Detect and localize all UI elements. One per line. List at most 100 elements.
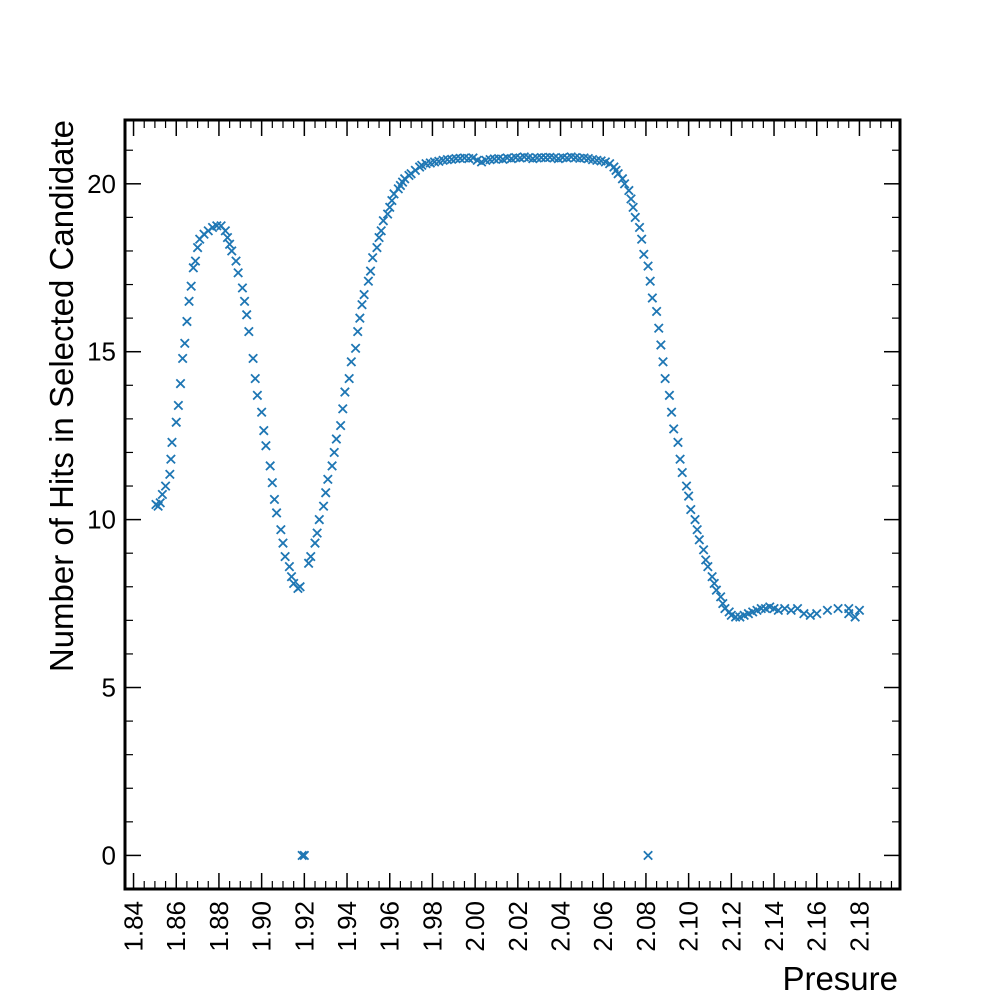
data-point xyxy=(700,555,711,565)
data-point xyxy=(374,232,384,243)
data-point xyxy=(171,417,182,428)
x-tick-label: 2.02 xyxy=(503,901,533,952)
data-point xyxy=(314,514,325,525)
data-point xyxy=(346,356,357,367)
data-point xyxy=(177,353,188,364)
data-point xyxy=(668,424,679,434)
data-point xyxy=(175,378,186,389)
data-point xyxy=(376,225,387,236)
data-point xyxy=(337,403,348,414)
data-point xyxy=(344,373,355,384)
data-point xyxy=(160,481,171,491)
y-tick-label: 5 xyxy=(102,673,116,703)
data-point xyxy=(192,242,203,253)
data-point xyxy=(658,356,668,367)
data-point xyxy=(617,173,628,184)
x-tick-label: 2.14 xyxy=(759,901,789,952)
data-point xyxy=(190,256,201,266)
x-tick-label: 1.92 xyxy=(289,901,319,952)
data-point xyxy=(340,387,350,397)
data-point xyxy=(243,326,254,337)
data-point xyxy=(269,494,280,505)
data-point xyxy=(312,528,322,538)
y-axis-title: Number of Hits in Selected Candidate xyxy=(43,120,80,672)
data-point xyxy=(241,309,252,320)
data-point xyxy=(276,524,286,535)
y-tick-label: 15 xyxy=(87,337,116,367)
data-point xyxy=(854,605,865,616)
data-point xyxy=(664,390,675,401)
data-point xyxy=(318,501,329,512)
data-point xyxy=(322,474,333,485)
data-point xyxy=(265,461,276,471)
x-tick-label: 2.10 xyxy=(674,901,704,952)
x-tick-label: 1.86 xyxy=(161,901,191,952)
data-point xyxy=(822,605,833,616)
data-point xyxy=(226,246,237,256)
data-point xyxy=(188,262,199,273)
x-tick-label: 1.88 xyxy=(204,901,234,952)
data-point xyxy=(179,338,190,349)
y-tick-label: 20 xyxy=(87,169,116,199)
data-point xyxy=(756,603,767,614)
data-point xyxy=(331,434,342,444)
x-tick-label: 1.98 xyxy=(417,901,447,952)
data-point xyxy=(653,323,664,334)
data-point xyxy=(224,239,235,250)
data-point xyxy=(681,481,692,491)
data-point xyxy=(367,252,378,263)
data-point xyxy=(619,178,630,189)
data-point xyxy=(327,461,337,471)
data-point xyxy=(248,353,258,364)
data-point xyxy=(730,612,741,622)
data-point xyxy=(709,578,720,589)
y-tick-labels: 0 5 10 15 20 xyxy=(87,169,116,871)
data-point xyxy=(250,373,261,384)
data-point xyxy=(310,538,320,548)
data-point xyxy=(811,608,822,619)
data-point xyxy=(305,551,316,562)
data-point xyxy=(387,195,397,206)
data-point xyxy=(694,534,705,545)
data-point xyxy=(717,598,728,609)
x-tick-label: 2.12 xyxy=(716,901,746,952)
data-point xyxy=(382,209,393,219)
data-point xyxy=(651,306,662,317)
data-point xyxy=(636,234,647,245)
data-point xyxy=(643,261,653,271)
data-point xyxy=(320,487,331,498)
data-point xyxy=(634,222,645,233)
data-point xyxy=(211,220,222,231)
data-point xyxy=(182,316,192,327)
data-point xyxy=(280,551,290,562)
data-point xyxy=(278,538,288,548)
data-point xyxy=(698,544,709,555)
data-point xyxy=(666,407,677,417)
data-point xyxy=(626,194,636,204)
data-point xyxy=(690,514,700,525)
data-point xyxy=(638,249,649,260)
data-point xyxy=(359,289,369,300)
data-point xyxy=(660,373,670,384)
data-point xyxy=(173,400,184,411)
data-point xyxy=(833,603,843,614)
data-point xyxy=(271,508,282,518)
data-point xyxy=(299,850,310,861)
y-tick-label: 10 xyxy=(87,505,116,535)
data-point xyxy=(352,326,363,337)
data-point xyxy=(843,608,854,619)
data-point xyxy=(184,296,194,307)
data-point xyxy=(703,561,713,572)
data-point xyxy=(715,592,726,602)
x-tick-label: 1.84 xyxy=(119,901,149,952)
data-point xyxy=(237,283,248,293)
data-point xyxy=(692,524,703,535)
data-point xyxy=(647,293,658,303)
data-point xyxy=(256,407,267,417)
data-point xyxy=(239,296,250,307)
data-point xyxy=(365,266,376,276)
plot-frame xyxy=(123,118,902,891)
data-point xyxy=(384,202,395,213)
data-point xyxy=(630,212,641,223)
